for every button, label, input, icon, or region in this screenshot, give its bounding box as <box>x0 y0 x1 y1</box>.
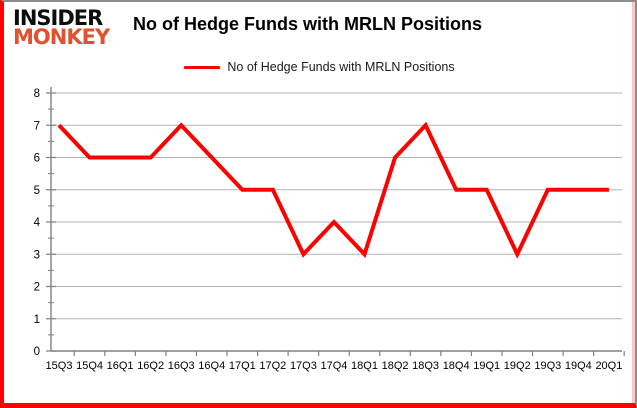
x-tick-label-19Q4: 19Q4 <box>565 360 592 372</box>
y-tick-label-6: 6 <box>34 153 40 165</box>
series-line-no-of-hedge-funds-with-mrln-positions <box>57 121 609 259</box>
x-tick-label-18Q4: 18Q4 <box>443 360 470 372</box>
x-tick-label-16Q3: 16Q3 <box>168 360 195 372</box>
y-tick-label-5: 5 <box>34 185 40 197</box>
legend-line-swatch <box>184 65 221 69</box>
x-tick-label-18Q2: 18Q2 <box>382 360 409 372</box>
y-tick-label-4: 4 <box>34 217 41 229</box>
logo-text-insider: INSIDER <box>13 5 103 31</box>
x-tick-label-19Q1: 19Q1 <box>473 360 500 372</box>
insider-monkey-logo: INSIDER MONKEY <box>13 5 110 50</box>
x-tick-label-17Q1: 17Q1 <box>229 360 256 372</box>
chart-title: No of Hedge Funds with MRLN Positions <box>133 14 482 34</box>
chart-legend: No of Hedge Funds with MRLN Positions <box>4 60 635 74</box>
x-tick-label-18Q1: 18Q1 <box>351 360 378 372</box>
x-tick-label-16Q2: 16Q2 <box>137 360 164 372</box>
legend-label: No of Hedge Funds with MRLN Positions <box>227 60 455 74</box>
x-tick-label-19Q3: 19Q3 <box>534 360 561 372</box>
y-tick-label-7: 7 <box>34 120 40 132</box>
x-tick-label-20Q1: 20Q1 <box>595 360 622 372</box>
x-tick-label-19Q2: 19Q2 <box>504 360 531 372</box>
y-tick-label-1: 1 <box>34 314 40 326</box>
x-tick-label-15Q4: 15Q4 <box>76 360 103 372</box>
y-tick-label-2: 2 <box>34 282 40 294</box>
x-tick-label-18Q3: 18Q3 <box>412 360 439 372</box>
x-tick-label-16Q1: 16Q1 <box>107 360 134 372</box>
y-tick-label-8: 8 <box>34 88 40 100</box>
y-tick-label-3: 3 <box>34 249 40 261</box>
x-tick-label-17Q3: 17Q3 <box>290 360 317 372</box>
x-tick-label-16Q4: 16Q4 <box>198 360 225 372</box>
logo-text-monkey: MONKEY <box>13 25 110 50</box>
x-tick-label-17Q2: 17Q2 <box>259 360 286 372</box>
x-tick-label-15Q3: 15Q3 <box>46 360 73 372</box>
y-tick-label-0: 0 <box>34 346 40 358</box>
x-tick-label-17Q4: 17Q4 <box>320 360 347 372</box>
